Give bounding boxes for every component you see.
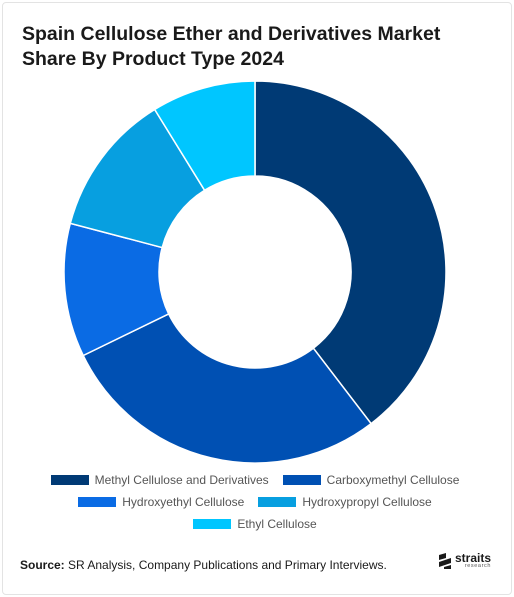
legend-label: Methyl Cellulose and Derivatives <box>94 472 269 487</box>
legend-swatch <box>193 518 232 529</box>
legend-swatch <box>258 496 297 507</box>
legend-item-5: Ethyl Cellulose <box>193 516 317 531</box>
donut-slice-2 <box>82 312 373 464</box>
legend-item-4: Hydroxypropyl Cellulose <box>258 494 432 509</box>
legend-item-3: Hydroxyethyl Cellulose <box>78 494 244 509</box>
source-note: Source: SR Analysis, Company Publication… <box>20 558 387 572</box>
legend-item-1: Methyl Cellulose and Derivatives <box>50 472 269 487</box>
legend-swatch <box>282 474 321 485</box>
source-text: SR Analysis, Company Publications and Pr… <box>68 558 387 572</box>
legend-label: Ethyl Cellulose <box>237 516 317 531</box>
chart-title: Spain Cellulose Ether and Derivatives Ma… <box>22 23 441 70</box>
logo-name: straits <box>455 551 492 566</box>
donut-slice-5 <box>153 80 256 192</box>
straits-logo: straits research <box>437 552 491 570</box>
legend-swatch <box>50 474 89 485</box>
legend-label: Hydroxypropyl Cellulose <box>302 494 432 509</box>
donut-slice-1 <box>254 80 447 425</box>
straits-logo-icon <box>439 553 451 569</box>
legend-item-2: Carboxymethyl Cellulose <box>282 472 460 487</box>
legend-label: Carboxymethyl Cellulose <box>326 472 460 487</box>
legend-swatch <box>78 496 117 507</box>
chart-legend: Methyl Cellulose and Derivatives Carboxym… <box>20 472 490 531</box>
source-label: Source: <box>20 558 65 572</box>
logo-tagline: research <box>464 563 492 570</box>
legend-label: Hydroxyethyl Cellulose <box>122 494 245 509</box>
